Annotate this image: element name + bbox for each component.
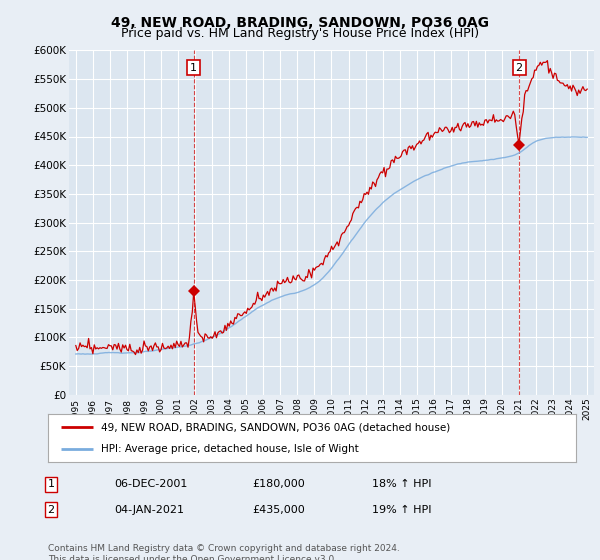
Text: 2: 2 xyxy=(47,505,55,515)
Text: HPI: Average price, detached house, Isle of Wight: HPI: Average price, detached house, Isle… xyxy=(101,444,359,454)
Text: £435,000: £435,000 xyxy=(252,505,305,515)
Text: 04-JAN-2021: 04-JAN-2021 xyxy=(114,505,184,515)
Text: Price paid vs. HM Land Registry's House Price Index (HPI): Price paid vs. HM Land Registry's House … xyxy=(121,27,479,40)
Text: 49, NEW ROAD, BRADING, SANDOWN, PO36 0AG: 49, NEW ROAD, BRADING, SANDOWN, PO36 0AG xyxy=(111,16,489,30)
Text: 06-DEC-2001: 06-DEC-2001 xyxy=(114,479,187,489)
Text: 1: 1 xyxy=(190,63,197,73)
Text: Contains HM Land Registry data © Crown copyright and database right 2024.
This d: Contains HM Land Registry data © Crown c… xyxy=(48,544,400,560)
Text: 18% ↑ HPI: 18% ↑ HPI xyxy=(372,479,431,489)
Text: 1: 1 xyxy=(47,479,55,489)
Text: 19% ↑ HPI: 19% ↑ HPI xyxy=(372,505,431,515)
Text: 49, NEW ROAD, BRADING, SANDOWN, PO36 0AG (detached house): 49, NEW ROAD, BRADING, SANDOWN, PO36 0AG… xyxy=(101,422,450,432)
Text: 2: 2 xyxy=(515,63,523,73)
Text: £180,000: £180,000 xyxy=(252,479,305,489)
